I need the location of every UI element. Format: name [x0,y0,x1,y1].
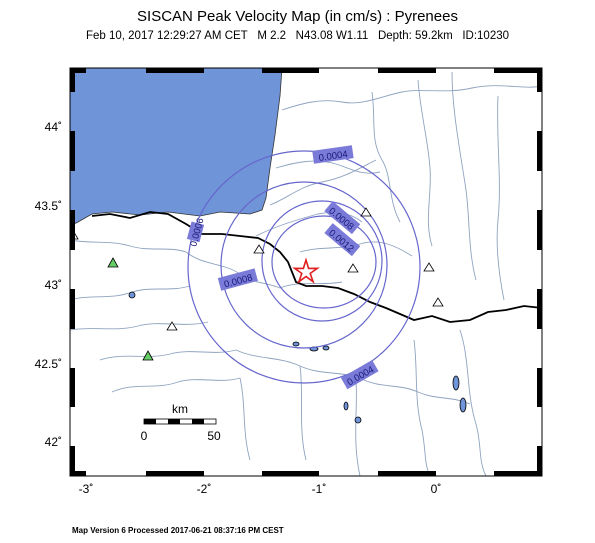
epicenter-star-icon [292,257,320,284]
event-date: Feb 10, 2017 12:29:27 AM CET [85,30,248,42]
contour-label-1: 0.0004 [312,145,354,164]
station-triangle-active [142,350,154,361]
event-id: ID:10230 [462,30,510,42]
lat-label: 44˚ [45,120,62,134]
station-triangle [432,297,444,307]
contour-0.0006 [220,181,388,349]
lat-label: 43˚ [45,278,62,292]
contour-lines [187,150,421,384]
lon-label: -3˚ [79,482,94,496]
event-magnitude: M 2.2 [257,30,287,42]
scale-bar: km 0 50 [141,402,221,443]
contour-0.0004-outer [187,150,421,384]
contour-0.0012 [271,215,377,309]
latitude-labels: 44˚ 43.5˚ 43˚ 42.5˚ 42˚ [35,120,62,449]
lat-label: 42.5˚ [35,357,62,371]
station-triangle-active [107,257,119,268]
event-depth: Depth: 59.2km [377,30,453,42]
stations [69,207,444,361]
lon-label: -1˚ [312,482,327,496]
footer-processing-info: Map Version 6 Processed 2017-06-21 08:37… [72,526,284,535]
lon-label: -2˚ [197,482,212,496]
station-triangle [347,263,359,273]
scale-bar-unit: km [172,402,188,416]
lat-label: 43.5˚ [35,199,62,213]
svg-text:0.0004: 0.0004 [318,149,348,164]
sea-area [70,68,283,227]
lat-label: 42˚ [45,435,62,449]
map-title: SISCAN Peak Velocity Map (in cm/s) : Pyr… [137,8,458,25]
station-triangle [166,321,178,331]
station-triangle [253,244,265,254]
station-triangle [423,262,435,272]
station-triangle [360,207,372,217]
event-info: Feb 10, 2017 12:29:27 AM CET M 2.2 N43.0… [0,30,595,42]
contour-0.0008 [261,200,383,322]
rivers [70,71,542,476]
map-frame [69,67,543,477]
scale-bar-max: 50 [207,429,221,443]
lakes [128,291,467,424]
event-location: N43.08 W1.11 [295,30,369,42]
scale-bar-min: 0 [141,429,148,443]
national-border [91,211,542,323]
longitude-labels: -3˚ -2˚ -1˚ 0˚ [79,482,442,496]
lon-label: 0˚ [431,482,442,496]
